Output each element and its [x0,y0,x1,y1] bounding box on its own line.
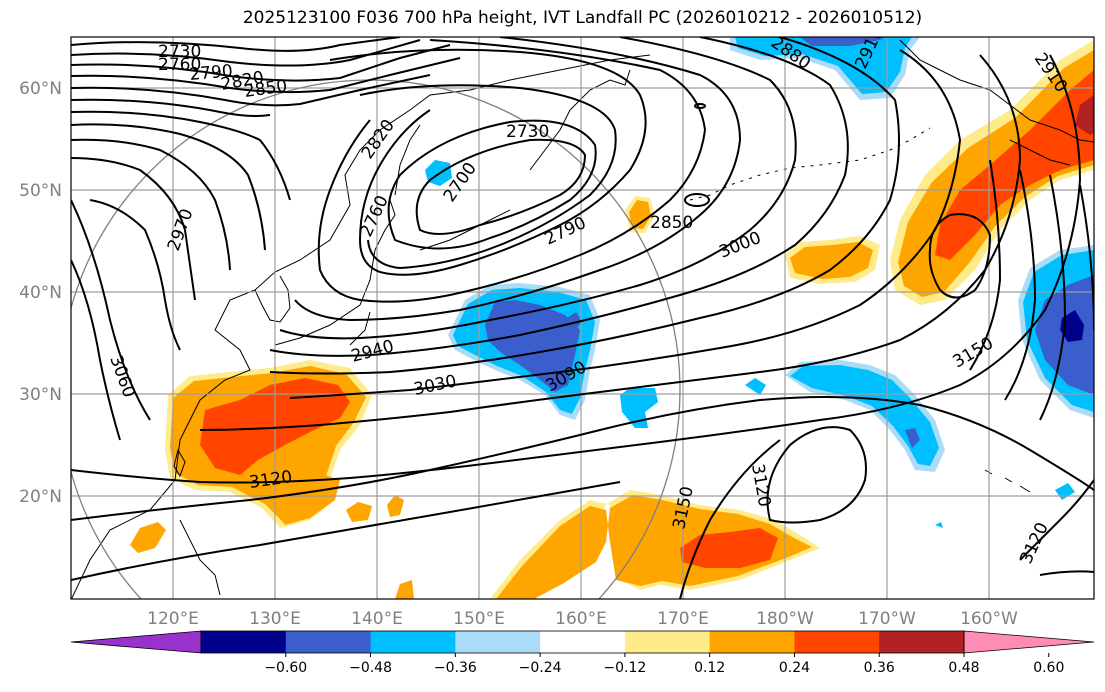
shade-fe-navy [1060,310,1084,342]
colorbar-tick-label: −0.60 [264,660,307,676]
shade-c-royal [485,300,580,392]
colorbar-tick-label: −0.24 [519,660,562,676]
lon-label-180w: 180°W [756,609,814,629]
colorbar-outline [200,630,965,654]
lon-label-150e: 150°E [453,609,505,629]
colorbar-tick-label: 0.60 [1033,660,1064,676]
colorbar-tick-label: 0.48 [948,660,979,676]
lat-label-20n: 20°N [19,487,62,507]
colorbar-swatch [794,631,880,653]
longitude-labels: 120°E 130°E 140°E 150°E 160°E 170°E 180°… [147,609,1018,629]
colorbar-swatches [70,630,1095,654]
contour-label: 2850 [650,213,693,233]
ivt-shading [130,37,1094,599]
colorbar-tick-label: 0.24 [779,660,810,676]
colorbar-swatch [540,631,626,653]
shade-ne-darkred [1075,95,1094,135]
contour-label: 2730 [506,122,549,142]
shade-c-royal-dot [567,312,582,330]
colorbar-swatch [201,631,287,653]
map-border [70,36,1095,600]
colorbar-tick-label: 0.12 [694,660,725,676]
lon-label-160e: 160°E [555,609,607,629]
colorbar-swatch [370,631,456,653]
colorbar-swatch [879,631,965,653]
lon-label-140e: 140°E [351,609,403,629]
shade-top-royal [800,37,885,46]
shade-e-royal [905,428,920,448]
lat-label-30n: 30°N [19,385,62,405]
lon-label-160w: 160°W [960,609,1018,629]
colorbar-tick-label: −0.48 [349,660,392,676]
colorbar-swatch [455,631,541,653]
shade-ea-orange-ext [270,475,340,525]
shade-small-c [346,502,372,522]
colorbar-ticks: −0.60 −0.48 −0.36 −0.24 −0.12 0.12 0.24 0.36 0.4… [264,653,1064,676]
shade-c-blue-small [620,388,658,428]
lon-label-120e: 120°E [147,609,199,629]
shade-small-w [130,522,166,553]
lon-label-170e: 170°E [657,609,709,629]
lat-label-50n: 50°N [19,181,62,201]
shade-e-small [745,378,766,395]
colorbar-swatch [624,631,711,653]
latitude-labels: 60°N 50°N 40°N 30°N 20°N [19,79,62,507]
colorbar-extend-low [70,630,202,654]
map-title: 2025123100 F036 700 hPa height, IVT Land… [242,8,923,28]
colorbar-extend-high [963,630,1095,654]
shade-ne-red [935,70,1094,260]
colorbar-tick-label: −0.12 [603,660,646,676]
lat-label-40n: 40°N [19,283,62,303]
height-contours [71,37,1094,599]
colorbar-swatch [709,631,795,653]
contour-label: 2730 [158,42,201,62]
lat-label-60n: 60°N [19,79,62,99]
shade-small-c2 [387,495,404,517]
shade-e-blue [790,365,939,466]
lon-label-130e: 130°E [249,609,301,629]
contour-label: 2760 [158,55,201,75]
shade-fe-small2 [935,522,943,528]
contour-label: 2790 [189,61,234,85]
shade-s-red [680,528,778,568]
colorbar: −0.60 −0.48 −0.36 −0.24 −0.12 0.12 0.24 0.36 0.4… [70,630,1095,676]
colorbar-tick-label: 0.36 [864,660,895,676]
colorbar-tick-label: −0.36 [434,660,477,676]
shade-top-blue [735,37,912,94]
gridlines [71,37,1094,599]
shade-s-orange [496,495,812,599]
shade-small-orange2 [629,200,651,229]
colorbar-swatch [285,631,372,653]
shade-s-small [395,580,414,599]
lon-label-170w: 170°W [858,609,916,629]
